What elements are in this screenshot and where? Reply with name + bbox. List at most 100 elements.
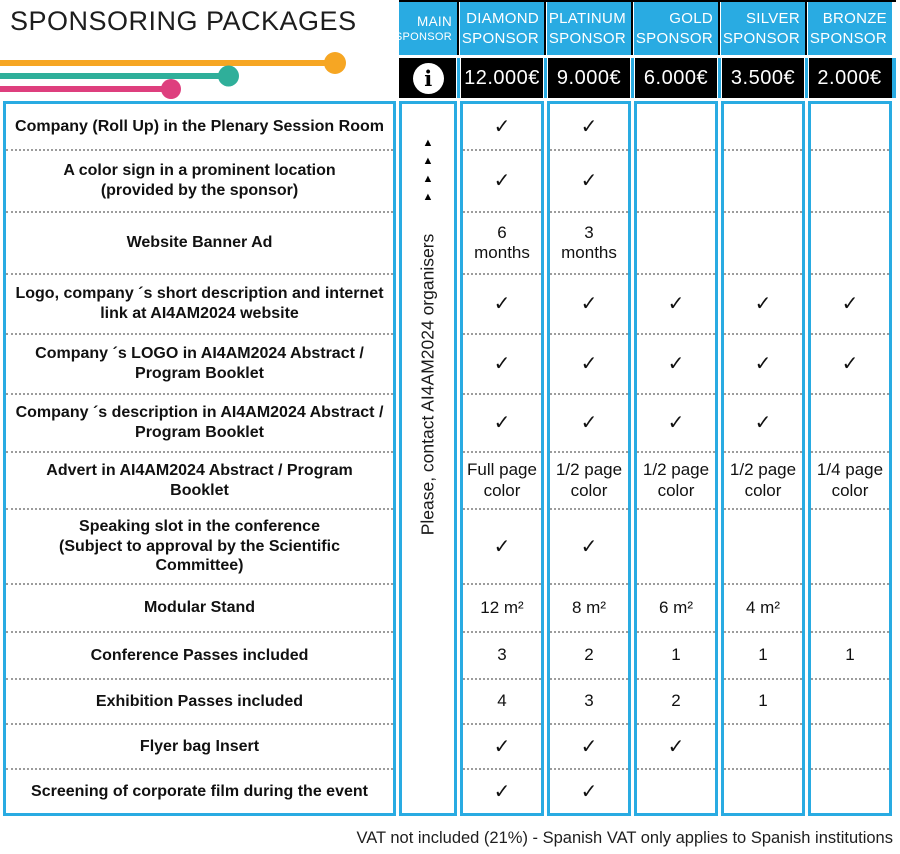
header-diamond-sponsor: DIAMOND SPONSOR — [460, 2, 544, 55]
benefit-cell: ✓ — [550, 151, 628, 213]
benefit-cell — [811, 104, 889, 151]
benefit-cell: 6 m² — [637, 585, 715, 633]
benefit-cell — [637, 510, 715, 585]
header-label: GOLD — [669, 10, 713, 27]
check-icon: ✓ — [667, 293, 685, 315]
benefit-cell: ✓ — [637, 335, 715, 395]
benefit-cell: ✓ — [637, 275, 715, 335]
benefit-cell — [724, 510, 802, 585]
benefit-cell: ✓ — [550, 725, 628, 770]
benefit-cell: 4 — [463, 680, 541, 725]
benefit-cell: ✓ — [463, 335, 541, 395]
benefit-cell — [811, 510, 889, 585]
main-sponsor-vertical-note: Please, contact AI4AM2024 organisers — [417, 233, 438, 536]
check-icon: ✓ — [493, 115, 511, 138]
check-icon: ✓ — [754, 353, 772, 375]
benefit-cell: 6 months — [463, 213, 541, 275]
gold-column: ✓ ✓ ✓ 1/2 page color 6 m² 1 2 ✓ — [634, 101, 718, 816]
benefit-cell — [811, 680, 889, 725]
benefit-cell: ✓ — [724, 335, 802, 395]
header-label: SPONSOR — [461, 29, 539, 47]
feature-row-label: Website Banner Ad — [6, 213, 393, 275]
benefit-cell: 1/2 page color — [724, 453, 802, 510]
benefit-cell — [637, 770, 715, 813]
platinum-column: ✓ ✓ 3 months ✓ ✓ ✓ 1/2 page color ✓ 8 m² 2 3 ✓ ✓ — [547, 101, 631, 816]
header-label: SPONSOR — [394, 31, 452, 44]
benefit-cell: ✓ — [550, 770, 628, 813]
benefits-table: Company (Roll Up) in the Plenary Session… — [3, 101, 900, 816]
benefit-cell: 1 — [724, 680, 802, 725]
header-main-sponsor: MAIN SPONSOR — [395, 2, 457, 55]
check-icon: ✓ — [493, 353, 511, 375]
price-diamond: 12.000€ — [460, 58, 544, 98]
check-icon: ✓ — [580, 170, 598, 192]
benefit-cell: 1 — [724, 633, 802, 680]
benefit-cell: 1/2 page color — [550, 453, 628, 510]
price-gold: 6.000€ — [634, 58, 718, 98]
price-row: i 12.000€ 9.000€ 6.000€ 3.500€ 2.000€ — [399, 58, 896, 98]
feature-row-label: Logo, company ´s short description and i… — [6, 275, 393, 335]
header-label: SPONSOR — [809, 29, 887, 47]
teal-dot-icon — [218, 65, 239, 87]
benefit-cell — [811, 725, 889, 770]
triangle-up-icon: ▲ — [422, 155, 434, 167]
benefit-cell: Full page color — [463, 453, 541, 510]
check-icon: ✓ — [493, 535, 511, 558]
benefit-cell: ✓ — [463, 104, 541, 151]
benefit-cell — [811, 151, 889, 213]
benefit-cell: ✓ — [811, 335, 889, 395]
benefit-cell — [724, 770, 802, 813]
benefit-cell: ✓ — [550, 510, 628, 585]
check-icon: ✓ — [580, 293, 598, 315]
benefit-cell: ✓ — [637, 395, 715, 453]
benefit-cell: 1 — [811, 633, 889, 680]
header-bronze-sponsor: BRONZE SPONSOR — [808, 2, 892, 55]
check-icon: ✓ — [580, 780, 598, 803]
diamond-column: ✓ ✓ 6 months ✓ ✓ ✓ Full page color ✓ 12 m² 3 4 ✓ ✓ — [460, 101, 544, 816]
triangle-up-icon: ▲ — [422, 137, 434, 149]
check-icon: ✓ — [580, 353, 598, 375]
check-icon: ✓ — [580, 535, 598, 558]
price-bronze: 2.000€ — [808, 58, 892, 98]
header-label: DIAMOND — [466, 10, 539, 27]
benefit-cell — [811, 395, 889, 453]
benefit-cell: ✓ — [637, 725, 715, 770]
header-label: SPONSOR — [722, 29, 800, 47]
column-header-row: MAIN SPONSOR DIAMOND SPONSOR PLATINUM SP… — [395, 0, 896, 55]
check-icon: ✓ — [493, 293, 511, 315]
feature-row-label: Conference Passes included — [6, 633, 393, 680]
silver-column: ✓ ✓ ✓ 1/2 page color 4 m² 1 1 — [721, 101, 805, 816]
page-title: SPONSORING PACKAGES — [10, 6, 357, 36]
feature-row-label: Flyer bag Insert — [6, 725, 393, 770]
check-icon: ✓ — [580, 115, 598, 138]
bronze-column: ✓ ✓ 1/4 page color 1 — [808, 101, 892, 816]
triangle-icons: ▲ ▲ ▲ ▲ — [402, 138, 454, 203]
benefit-cell — [724, 151, 802, 213]
benefit-cell: ✓ — [463, 725, 541, 770]
benefit-cell: ✓ — [463, 395, 541, 453]
orange-line-decoration — [0, 52, 346, 74]
benefit-cell: 1 — [637, 633, 715, 680]
header-label: SILVER — [745, 10, 800, 27]
check-icon: ✓ — [493, 412, 511, 434]
header-label: BRONZE — [822, 10, 887, 27]
benefit-cell — [811, 770, 889, 813]
header-silver-sponsor: SILVER SPONSOR — [721, 2, 805, 55]
benefit-cell: 3 months — [550, 213, 628, 275]
benefit-cell: 2 — [637, 680, 715, 725]
benefit-cell: ✓ — [463, 275, 541, 335]
benefit-cell — [724, 213, 802, 275]
check-icon: ✓ — [493, 735, 511, 758]
triangle-up-icon: ▲ — [422, 173, 434, 185]
feature-row-label: Screening of corporate film during the e… — [31, 782, 368, 800]
benefit-cell — [637, 104, 715, 151]
check-icon: ✓ — [667, 412, 685, 434]
benefit-cell: ✓ — [550, 104, 628, 151]
benefit-cell: 2 — [550, 633, 628, 680]
benefit-cell: ✓ — [550, 275, 628, 335]
header-gold-sponsor: GOLD SPONSOR — [634, 2, 718, 55]
benefit-cell: ✓ — [550, 395, 628, 453]
benefit-cell: 12 m² — [463, 585, 541, 633]
benefit-cell: ✓ — [724, 395, 802, 453]
